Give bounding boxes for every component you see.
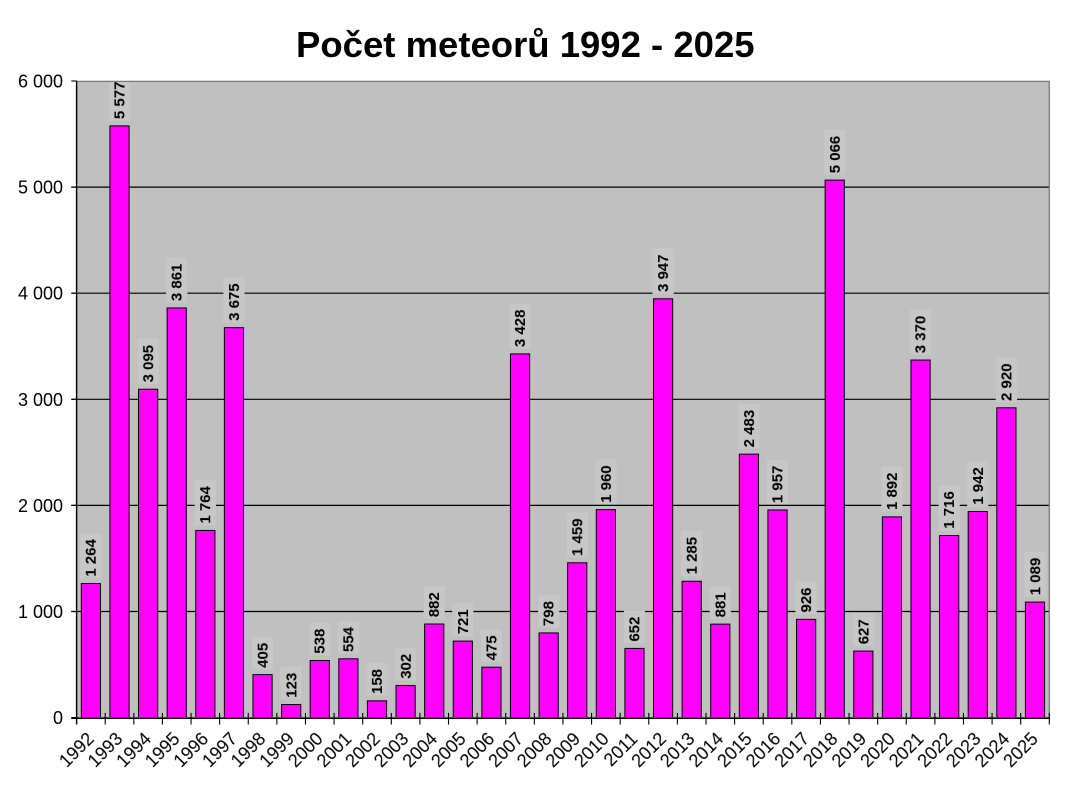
svg-text:798: 798 xyxy=(541,601,558,626)
svg-text:475: 475 xyxy=(483,635,500,660)
svg-text:5 000: 5 000 xyxy=(18,178,63,198)
svg-text:2 920: 2 920 xyxy=(998,363,1015,401)
svg-text:1 892: 1 892 xyxy=(884,473,901,511)
svg-text:3 370: 3 370 xyxy=(913,316,930,354)
svg-text:1 960: 1 960 xyxy=(598,465,615,503)
svg-text:Počet meteorů 1992 - 2025: Počet meteorů 1992 - 2025 xyxy=(296,24,755,65)
svg-text:2 000: 2 000 xyxy=(18,496,63,516)
svg-text:0: 0 xyxy=(53,708,63,728)
svg-text:3 000: 3 000 xyxy=(18,390,63,410)
svg-text:3 861: 3 861 xyxy=(169,264,186,302)
svg-text:1 942: 1 942 xyxy=(970,467,987,505)
svg-text:627: 627 xyxy=(855,619,872,644)
svg-text:302: 302 xyxy=(398,654,415,679)
svg-text:652: 652 xyxy=(626,617,643,642)
svg-text:6 000: 6 000 xyxy=(18,72,63,92)
svg-text:1 459: 1 459 xyxy=(569,518,586,556)
svg-text:158: 158 xyxy=(369,669,386,694)
svg-text:1 957: 1 957 xyxy=(770,466,787,504)
svg-text:1 285: 1 285 xyxy=(684,537,701,575)
svg-text:5 577: 5 577 xyxy=(112,82,129,120)
svg-text:123: 123 xyxy=(283,673,300,698)
svg-text:5 066: 5 066 xyxy=(827,136,844,174)
svg-text:1 764: 1 764 xyxy=(197,485,214,523)
svg-text:1 089: 1 089 xyxy=(1027,558,1044,596)
svg-text:1 716: 1 716 xyxy=(941,491,958,529)
svg-text:926: 926 xyxy=(798,588,815,613)
svg-text:3 947: 3 947 xyxy=(655,254,672,292)
svg-text:721: 721 xyxy=(455,609,472,634)
svg-text:3 675: 3 675 xyxy=(226,283,243,321)
svg-text:882: 882 xyxy=(426,592,443,617)
svg-text:405: 405 xyxy=(255,643,272,668)
svg-text:881: 881 xyxy=(712,592,729,617)
svg-text:3 095: 3 095 xyxy=(140,345,157,383)
svg-text:4 000: 4 000 xyxy=(18,284,63,304)
svg-text:538: 538 xyxy=(312,629,329,654)
svg-text:1 000: 1 000 xyxy=(18,602,63,622)
svg-text:554: 554 xyxy=(340,626,357,652)
svg-text:3 428: 3 428 xyxy=(512,310,529,348)
svg-text:2 483: 2 483 xyxy=(741,410,758,448)
svg-text:1 264: 1 264 xyxy=(83,538,100,576)
